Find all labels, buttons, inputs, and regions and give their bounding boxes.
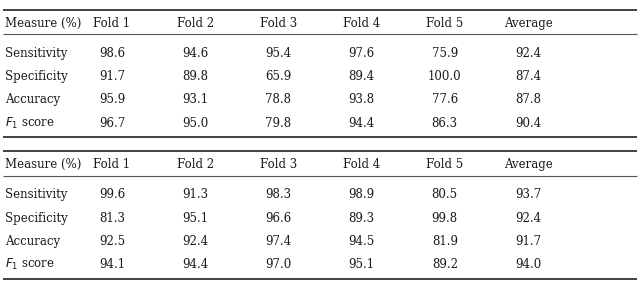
- Text: 81.3: 81.3: [99, 212, 125, 225]
- Text: Fold 2: Fold 2: [177, 158, 214, 171]
- Text: 95.1: 95.1: [182, 212, 208, 225]
- Text: 98.3: 98.3: [266, 188, 291, 201]
- Text: 86.3: 86.3: [432, 117, 458, 130]
- Text: Specificity: Specificity: [5, 70, 68, 83]
- Text: 91.7: 91.7: [515, 235, 541, 248]
- Text: 92.4: 92.4: [515, 212, 541, 225]
- Text: 80.5: 80.5: [432, 188, 458, 201]
- Text: 87.8: 87.8: [515, 93, 541, 106]
- Text: 100.0: 100.0: [428, 70, 461, 83]
- Text: 95.9: 95.9: [99, 93, 125, 106]
- Text: 92.4: 92.4: [182, 235, 208, 248]
- Text: 87.4: 87.4: [515, 70, 541, 83]
- Text: $F_1$ score: $F_1$ score: [5, 116, 55, 131]
- Text: 97.4: 97.4: [265, 235, 292, 248]
- Text: Fold 5: Fold 5: [426, 158, 463, 171]
- Text: 94.0: 94.0: [515, 258, 541, 271]
- Text: 93.8: 93.8: [349, 93, 374, 106]
- Text: 97.0: 97.0: [265, 258, 292, 271]
- Text: 94.1: 94.1: [99, 258, 125, 271]
- Text: Specificity: Specificity: [5, 212, 68, 225]
- Text: 93.7: 93.7: [515, 188, 541, 201]
- Text: 90.4: 90.4: [515, 117, 541, 130]
- Text: 96.6: 96.6: [265, 212, 292, 225]
- Text: Accuracy: Accuracy: [5, 93, 60, 106]
- Text: 89.3: 89.3: [349, 212, 374, 225]
- Text: Fold 1: Fold 1: [93, 158, 131, 171]
- Text: 95.4: 95.4: [265, 47, 292, 60]
- Text: 95.0: 95.0: [182, 117, 209, 130]
- Text: 91.3: 91.3: [182, 188, 208, 201]
- Text: 99.8: 99.8: [432, 212, 458, 225]
- Text: Average: Average: [504, 17, 552, 30]
- Text: $F_1$ score: $F_1$ score: [5, 257, 55, 272]
- Text: Fold 2: Fold 2: [177, 17, 214, 30]
- Text: 98.9: 98.9: [349, 188, 374, 201]
- Text: Fold 4: Fold 4: [343, 158, 380, 171]
- Text: 65.9: 65.9: [265, 70, 292, 83]
- Text: Average: Average: [504, 158, 552, 171]
- Text: 93.1: 93.1: [182, 93, 208, 106]
- Text: 77.6: 77.6: [431, 93, 458, 106]
- Text: Accuracy: Accuracy: [5, 235, 60, 248]
- Text: 89.2: 89.2: [432, 258, 458, 271]
- Text: 78.8: 78.8: [266, 93, 291, 106]
- Text: Fold 5: Fold 5: [426, 17, 463, 30]
- Text: 95.1: 95.1: [349, 258, 374, 271]
- Text: 98.6: 98.6: [99, 47, 125, 60]
- Text: 91.7: 91.7: [99, 70, 125, 83]
- Text: 81.9: 81.9: [432, 235, 458, 248]
- Text: Fold 1: Fold 1: [93, 17, 131, 30]
- Text: 97.6: 97.6: [348, 47, 375, 60]
- Text: Measure (%): Measure (%): [5, 17, 81, 30]
- Text: 92.5: 92.5: [99, 235, 125, 248]
- Text: Fold 3: Fold 3: [260, 158, 297, 171]
- Text: 96.7: 96.7: [99, 117, 125, 130]
- Text: 94.6: 94.6: [182, 47, 209, 60]
- Text: 94.4: 94.4: [182, 258, 209, 271]
- Text: 89.8: 89.8: [182, 70, 208, 83]
- Text: 99.6: 99.6: [99, 188, 125, 201]
- Text: Fold 3: Fold 3: [260, 17, 297, 30]
- Text: 94.4: 94.4: [348, 117, 375, 130]
- Text: 79.8: 79.8: [266, 117, 291, 130]
- Text: Measure (%): Measure (%): [5, 158, 81, 171]
- Text: 89.4: 89.4: [349, 70, 374, 83]
- Text: Fold 4: Fold 4: [343, 17, 380, 30]
- Text: Sensitivity: Sensitivity: [5, 47, 67, 60]
- Text: Sensitivity: Sensitivity: [5, 188, 67, 201]
- Text: 94.5: 94.5: [348, 235, 375, 248]
- Text: 75.9: 75.9: [431, 47, 458, 60]
- Text: 92.4: 92.4: [515, 47, 541, 60]
